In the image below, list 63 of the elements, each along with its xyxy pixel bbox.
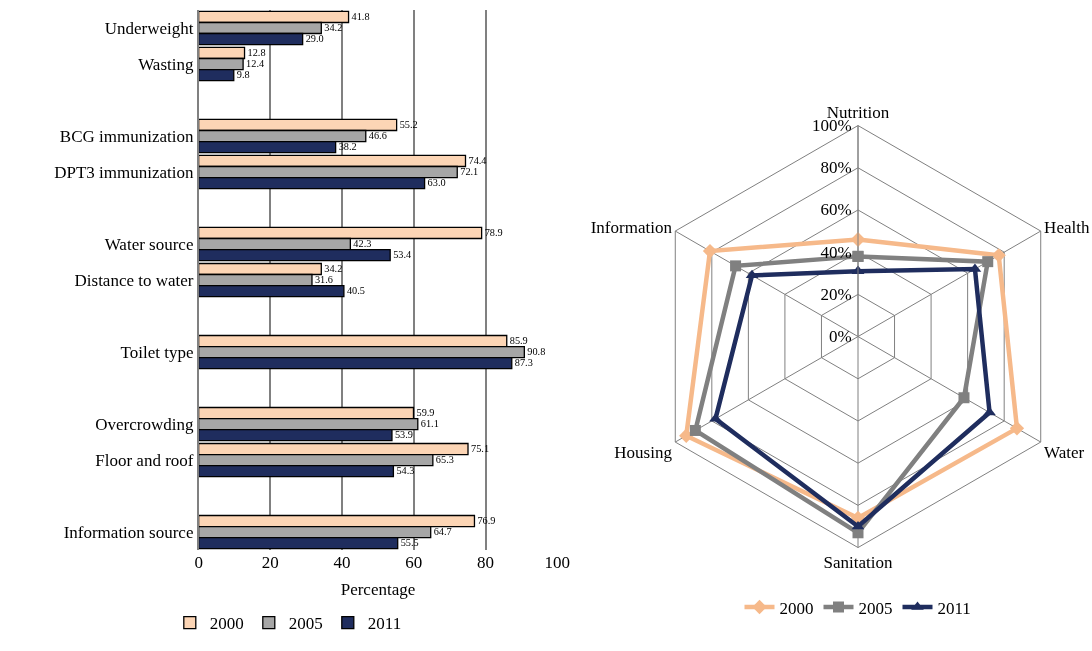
data-label: 65.3 (435, 454, 454, 466)
x-tick-label: 60 (405, 553, 423, 573)
legend-label: 2011 (367, 614, 402, 634)
data-label: 55.5 (400, 537, 419, 549)
y-tick-label: 40% (820, 242, 852, 262)
y-tick-label: Distance to water (74, 270, 194, 290)
data-label: 53.9 (394, 429, 413, 441)
data-label: 54.3 (396, 465, 415, 477)
y-tick-label: Water source (104, 234, 194, 254)
y-tick-label: Floor and roof (95, 451, 194, 471)
y-tick-label: 20% (820, 284, 852, 304)
y-tick-label: Overcrowding (95, 415, 194, 435)
legend-label: 2000 (779, 598, 814, 618)
legend-label: 2011 (937, 598, 971, 618)
data-label: 46.6 (368, 130, 387, 142)
data-label: 63.0 (427, 177, 446, 189)
data-label: 9.8 (236, 69, 250, 81)
y-tick-label: Underweight (104, 18, 194, 38)
x-tick-label: 40 (333, 553, 351, 573)
x-tick-label: 20 (261, 553, 279, 573)
data-label: 75.1 (471, 443, 490, 455)
data-label: 78.9 (484, 227, 503, 239)
x-tick-label: 0 (194, 553, 203, 573)
data-label: 42.3 (353, 238, 372, 250)
spoke-label: Sanitation (823, 553, 893, 573)
data-label: 61.1 (420, 418, 439, 430)
y-tick-label: Toilet type (120, 343, 194, 362)
data-label: 41.8 (351, 11, 370, 23)
data-label: 76.9 (477, 515, 496, 527)
data-label: 72.1 (460, 166, 479, 178)
data-label: 74.4 (468, 155, 487, 167)
spoke-label: Information (590, 217, 673, 237)
data-label: 12.4 (246, 58, 265, 70)
legend-label: 2005 (858, 598, 893, 618)
data-label: 40.5 (346, 285, 365, 297)
data-label: 12.8 (247, 47, 266, 59)
y-tick-label: 80% (820, 158, 852, 178)
data-label: 53.4 (393, 249, 412, 261)
data-label: 34.2 (324, 22, 343, 34)
data-label: 90.8 (527, 346, 546, 358)
y-tick-label: DPT3 immunization (54, 162, 194, 182)
data-label: 64.7 (433, 526, 452, 538)
legend-label: 2000 (209, 614, 244, 634)
data-label: 31.6 (314, 274, 334, 286)
spoke-label: Water (1044, 442, 1085, 462)
legend-label: 2005 (288, 614, 323, 634)
data-label: 55.2 (399, 119, 418, 131)
data-label: 87.3 (514, 357, 533, 369)
data-label: 59.9 (416, 407, 435, 419)
y-tick-label: 0% (828, 327, 852, 347)
x-tick-label: 100 (544, 553, 571, 573)
x-axis-title: Percentage (340, 580, 416, 600)
x-tick-label: 80 (477, 553, 495, 573)
y-tick-label: BCG immunization (59, 126, 194, 146)
data-label: 34.2 (324, 263, 343, 275)
data-label: 85.9 (509, 335, 528, 347)
spoke-label: Housing (614, 442, 673, 462)
y-tick-label: Information source (63, 523, 194, 543)
data-label: 29.0 (305, 33, 324, 45)
spoke-label: Health (1044, 217, 1090, 237)
y-tick-label: 60% (820, 200, 852, 220)
y-tick-label: Wasting (138, 54, 194, 74)
data-label: 38.2 (338, 141, 357, 153)
